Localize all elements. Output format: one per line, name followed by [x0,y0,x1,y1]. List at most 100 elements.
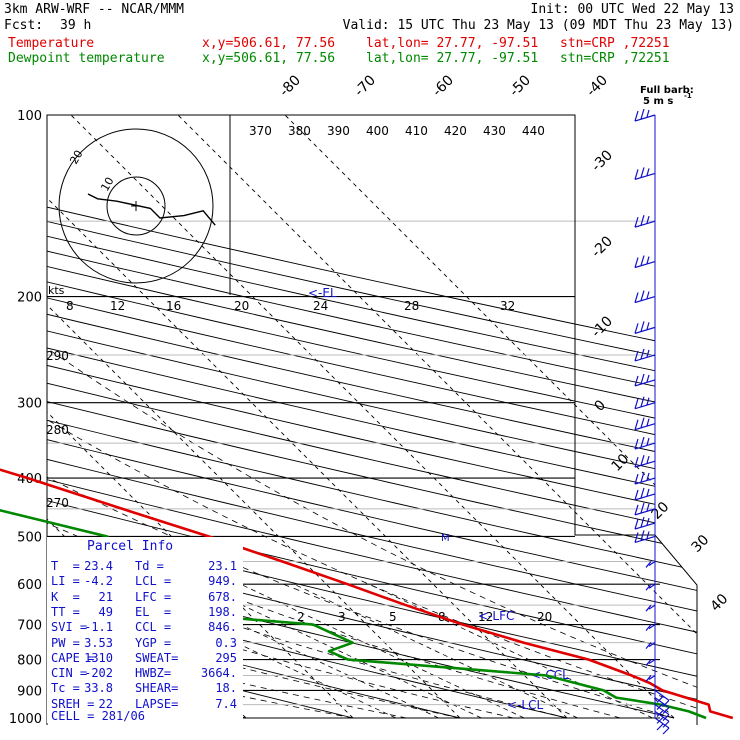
wind-barb [634,373,656,387]
isotherm-tick-label: -60 [430,72,457,99]
isotherm [47,115,461,719]
mixing-ratio-line [293,583,578,719]
parcel-param-value: 21 [98,589,113,604]
wind-barb [654,697,670,715]
moist-adiabat [47,296,514,719]
parcel-param-name: TT = [51,604,80,619]
isotherm [70,115,675,719]
pressure-tick-label: 500 [17,530,42,545]
theta-tick-label: 420 [444,124,467,138]
pressure-tick-label: 1000 [9,712,42,727]
isotherm-tick-label: 20 [649,499,673,523]
isotherm-tick-label: -40 [584,72,611,99]
parcel-param-name: LCL = [135,574,172,589]
parcel-param-value: 3664. [200,666,237,681]
parcel-info-row: PW = 3.53 YGP = 0.3 [51,636,241,650]
parcel-param-value: -202 [84,666,113,681]
wind-barb [634,215,656,228]
parcel-info-row: K = 21 LFC = 678. [51,590,241,604]
el-marker: <-EL [308,286,337,300]
init-time: Init: 00 UTC Wed 22 May 13 [530,2,735,17]
mixing-ratio-tick-label: 12 [478,610,493,624]
parcel-param-name: CCL = [135,620,172,635]
isotherm [284,115,697,719]
barb-legend-exponent: -1 [684,92,692,100]
wind-barb [634,396,656,410]
moist-adiabat [47,296,461,719]
parcel-param-value: 23.4 [84,559,113,573]
wind-barb [645,560,656,568]
hodograph-ring [106,176,166,236]
mixing-ratio-tick-label: 3 [338,610,346,624]
dewpoint-legend-latlon: lat,lon= 27.77, -97.51 [366,51,539,66]
mixing-ratio-tick-label: 20 [537,610,552,624]
pressure-tick-label: 800 [17,654,42,669]
mixing-ratio-tick-label: 5 [389,610,397,624]
parcel-param-name: SWEAT= [135,650,179,665]
isotherm-tick-label: -80 [277,72,304,99]
parcel-param-name: SVI = [51,620,88,635]
parcel-param-name: SHEAR= [135,681,179,696]
hodograph-inner-label: 10 [98,175,116,194]
parcel-info-row: SVI = -1.1 CCL = 846. [51,620,241,634]
parcel-param-value: 23.1 [208,559,237,573]
pressure-tick-label: 900 [17,684,42,699]
isotherm [47,115,354,719]
mixing-ratio-line [197,583,482,719]
parcel-param-value: 33.8 [84,681,113,696]
theta-tick-label: 440 [522,124,545,138]
hodograph-ring-label: 24 [313,299,328,313]
parcel-info-panel: Parcel Info T = 23.4 Td = 23.1 LI = -4.2 LCL =… [47,537,243,723]
dewpoint-legend-name: Dewpoint temperature [8,51,165,66]
parcel-info-row: CIN = -202 HWBZ= 3664. [51,666,241,680]
parcel-param-name: LFC = [135,589,172,604]
hodograph-ring-label: 28 [404,299,419,313]
mixing-ratio-line [368,583,653,719]
parcel-param-name: EL = [135,604,172,619]
temperature-legend-stn: stn=CRP ,72251 [560,36,670,51]
parcel-param-name: Td = [135,559,164,573]
parcel-param-name: YGP = [135,635,172,650]
parcel-param-value: 295 [215,650,237,665]
parcel-info-row: SREH = 22 LAPSE= 7.4 [51,697,241,711]
wind-barb [634,167,656,181]
wind-barb [634,417,656,431]
parcel-info-row: CAPE = 1310 SWEAT= 295 [51,651,241,665]
forecast-label: Fcst: [4,18,44,33]
parcel-info-row: T = 23.4 Td = 23.1 [51,559,241,573]
barb-legend-line2: 5 m s [643,96,673,107]
wind-barb [654,717,670,735]
wind-barb [645,604,656,612]
wind-barb [654,689,670,707]
pressure-tick-label: 100 [17,109,42,124]
parcel-param-name: CAPE = [51,650,95,665]
hodograph-ring-label: 16 [166,299,181,313]
isotherm-tick-label: 0 [592,397,610,415]
wind-barb [634,487,656,501]
pressure-tick-label: 600 [17,578,42,593]
hodograph-ring-label: 8 [66,299,74,313]
theta-e-tick-label: 290 [46,349,69,363]
parcel-param-name: LAPSE= [135,696,179,711]
mixing-ratio-line [240,583,525,719]
parcel-param-value: 3.53 [84,635,113,650]
parcel-param-name: HWBZ= [135,666,172,681]
theta-tick-label: 380 [288,124,311,138]
theta-e-tick-label: 280 [46,423,69,437]
barb-legend: Full barb: 5 m s -1 [640,85,694,107]
theta-tick-label: 370 [249,124,272,138]
parcel-param-value: 49 [98,604,113,619]
theta-tick-label: 400 [366,124,389,138]
hodograph-units: kts [48,284,65,297]
pressure-tick-label: 300 [17,397,42,412]
isotherm-tick-label: 30 [689,532,713,556]
temperature-legend-xy: x,y=506.61, 77.56 [202,36,336,51]
hodograph-ring-label: 12 [110,299,125,313]
temperature-profile [0,468,734,720]
parcel-param-value: 949. [208,574,237,589]
isotherm-tick-label: -10 [589,313,616,340]
wind-barb [645,583,656,591]
isotherm [47,115,568,719]
wind-barb [645,674,656,682]
parcel-param-value: -1.1 [84,620,113,635]
